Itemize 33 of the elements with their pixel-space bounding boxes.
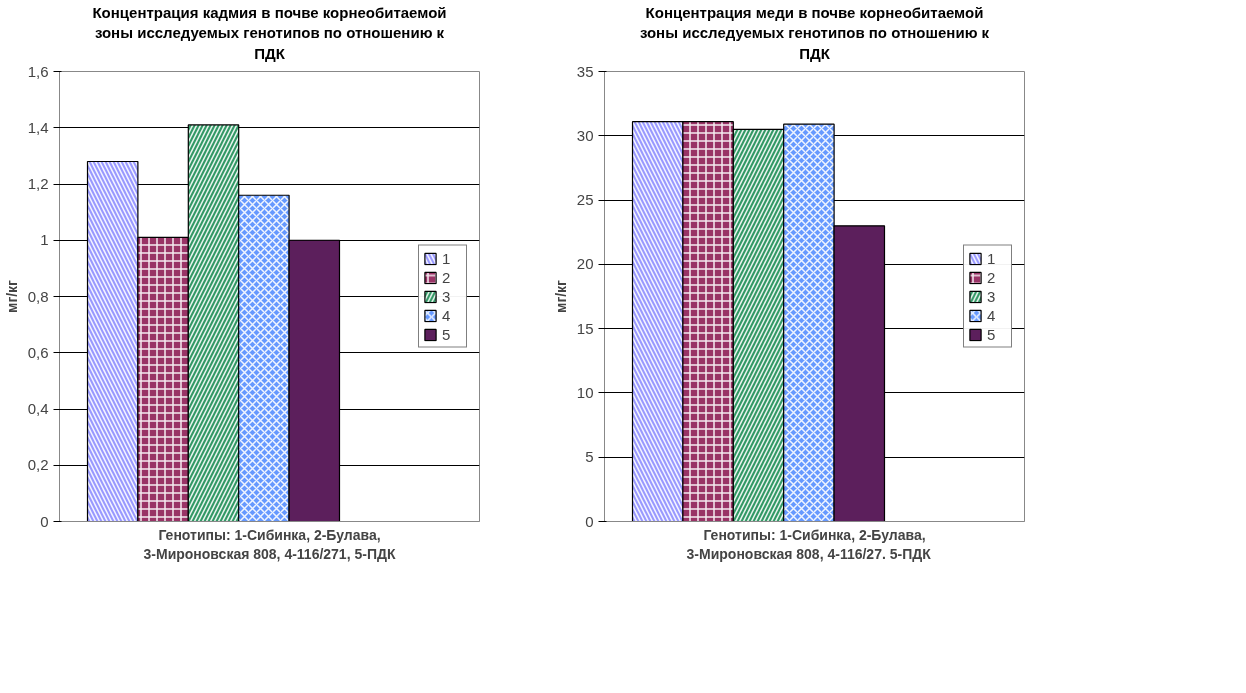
y-tick-label: 0,2 (27, 456, 49, 474)
y-tick-label: 10 (576, 383, 594, 401)
y-tick-label: 0 (585, 512, 594, 530)
y-axis-title: мг/кг (552, 279, 569, 313)
y-tick-label: 1 (40, 231, 49, 249)
chart-title: Концентрация меди в почве корнеобитаемой зоны исследуемых генотипов по отношению к ПДК (639, 3, 990, 62)
y-axis-title: мг/кг (3, 279, 20, 313)
x-axis-title: Генотипы: 1-Сибинка, 2-Булава, 3-Мироновская 808, 4-116/27. 5-ПДК (686, 526, 932, 562)
x-axis-title: Генотипы: 1-Сибинка, 2-Булава, 3-Мироновская 808, 4-116/271, 5-ПДК (143, 526, 396, 562)
y-tick-label: 0,6 (27, 343, 49, 361)
legend-label: 5 (987, 325, 997, 343)
y-tick-label: 0,4 (27, 400, 49, 417)
y-tick-label: 20 (576, 255, 594, 273)
y-tick-label: 15 (576, 319, 594, 337)
y-tick-label: 1,2 (27, 175, 49, 192)
legend-label: 4 (442, 306, 452, 324)
legend-label: 1 (442, 249, 452, 267)
legend-label: 3 (987, 287, 997, 305)
y-tick-label: 1,6 (27, 62, 49, 80)
y-tick-label: 1,4 (27, 118, 49, 136)
y-tick-label: 30 (576, 126, 594, 144)
legend-label: 2 (442, 268, 452, 286)
legend-label: 4 (987, 306, 997, 324)
legend-label: 1 (987, 249, 997, 267)
legend-label: 5 (442, 325, 452, 343)
legend-label: 3 (442, 287, 452, 305)
y-tick-label: 0 (40, 512, 49, 530)
legend-label: 2 (987, 268, 997, 286)
chart-title: Концентрация кадмия в почве корнеобитаемой зоны исследуемых генотипов по отношению к ПДК (92, 3, 447, 62)
y-tick-label: 5 (585, 448, 594, 466)
y-tick-label: 35 (576, 62, 594, 80)
y-tick-label: 0,8 (27, 287, 49, 305)
y-tick-label: 25 (576, 191, 594, 209)
